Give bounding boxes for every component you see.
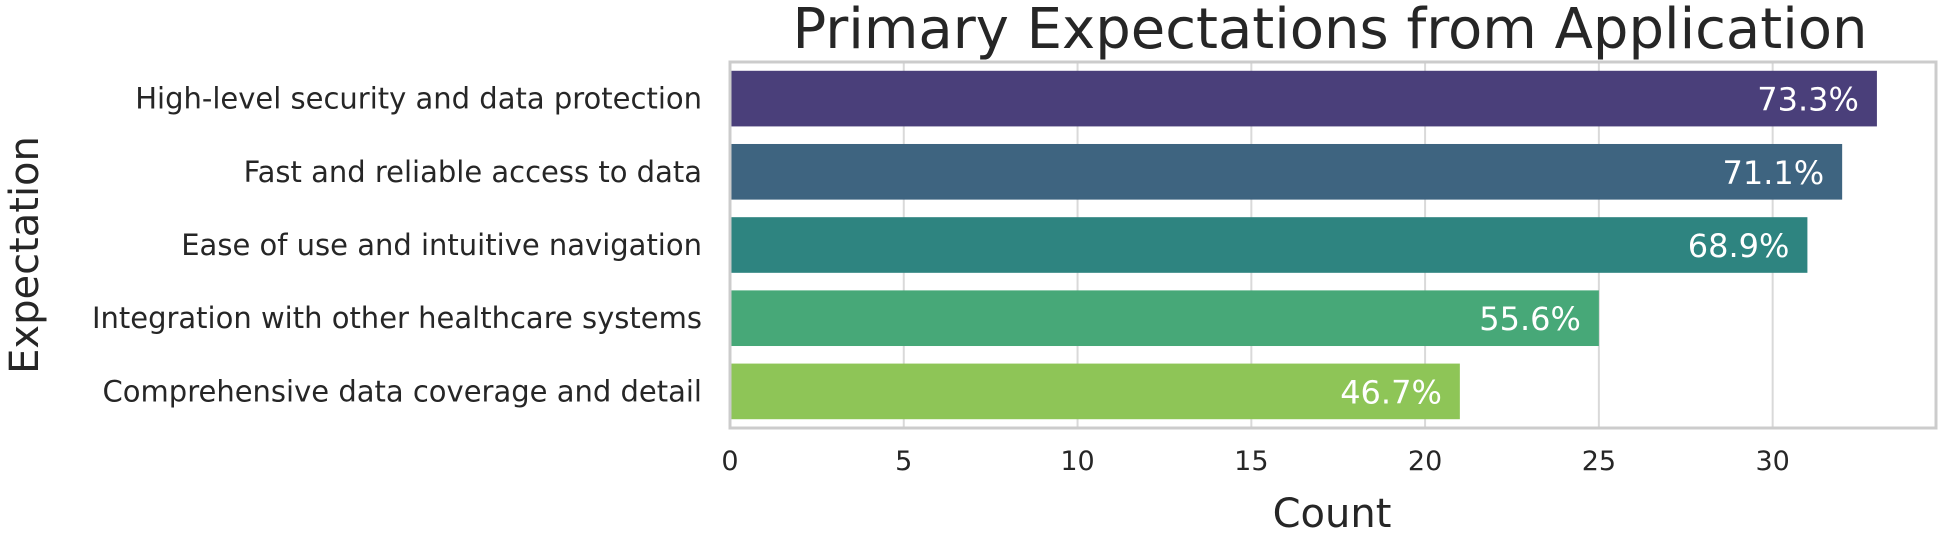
category-label: Integration with other healthcare system… [92,301,702,335]
x-tick-label: 25 [1582,446,1616,477]
x-tick-label: 5 [895,446,912,477]
category-labels: High-level security and data protection F… [92,82,702,409]
bar [730,217,1808,273]
bar [730,143,1843,200]
bar [730,290,1599,347]
x-tick-label: 0 [721,446,738,477]
data-label: 71.1% [1723,154,1825,192]
category-label: Ease of use and intuitive navigation [181,228,702,262]
category-label: Fast and reliable access to data [244,155,702,189]
category-label: High-level security and data protection [135,82,702,116]
data-label: 68.9% [1688,227,1790,265]
data-label: 46.7% [1340,373,1442,411]
y-axis-label: Expectation [2,136,48,374]
plot-frame [728,60,1938,430]
bar [730,70,1877,127]
bars [730,70,1877,420]
chart-title: Primary Expectations from Application [792,0,1867,62]
data-label: 55.6% [1479,300,1581,338]
bar [730,363,1460,420]
x-tick-label: 30 [1755,446,1789,477]
x-tick-label: 10 [1060,446,1094,477]
x-tick-label: 15 [1234,446,1268,477]
data-labels: 73.3% 71.1% 68.9% 55.6% 46.7% [1340,81,1859,412]
category-label: Comprehensive data coverage and detail [103,374,702,408]
data-label: 73.3% [1757,81,1859,119]
x-tick-label: 20 [1408,446,1442,477]
x-axis-label: Count [1273,491,1392,534]
x-tick-labels: 0 5 10 15 20 25 30 [721,446,1789,477]
